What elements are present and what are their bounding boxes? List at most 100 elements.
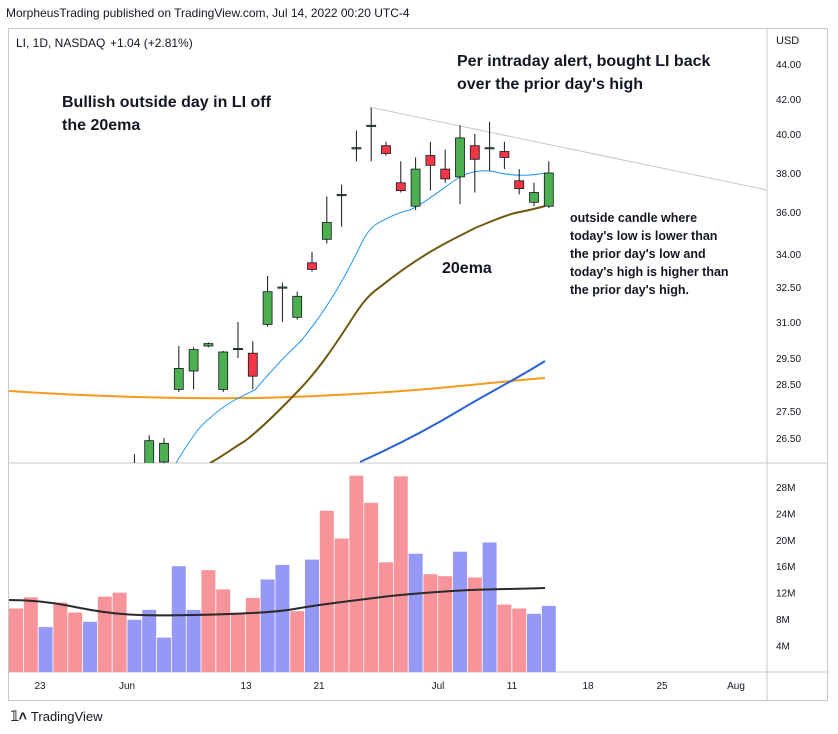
volume-bar xyxy=(9,608,23,672)
price-tick-label: 34.00 xyxy=(776,250,801,261)
volume-bar xyxy=(305,559,319,672)
volume-bar xyxy=(260,579,275,672)
volume-bar xyxy=(453,551,467,672)
time-tick-label: 18 xyxy=(582,681,594,692)
footer-brand: TradingView xyxy=(30,709,103,724)
candle-body xyxy=(351,147,362,150)
price-tick-label: 44.00 xyxy=(776,60,801,71)
volume-bar xyxy=(290,611,305,672)
tradingview-logo-icon: 𝟙˄ xyxy=(10,708,27,724)
price-tick-label: 32.50 xyxy=(776,283,801,294)
volume-bar xyxy=(53,602,68,672)
price-tick-label: 28.50 xyxy=(776,380,801,391)
legend-symbol-info: LI, 1D, NASDAQ xyxy=(16,36,105,50)
candle-body xyxy=(262,291,273,325)
candle-body xyxy=(218,351,229,390)
volume-bar xyxy=(68,612,83,672)
volume-bar xyxy=(245,598,260,672)
volume-bar xyxy=(527,613,541,672)
price-tick-label: 27.50 xyxy=(776,407,801,418)
volume-bar xyxy=(482,542,497,672)
volume-bar xyxy=(393,476,408,672)
volume-tick-label: 12M xyxy=(776,589,795,600)
time-tick-label: Jun xyxy=(119,681,135,692)
currency-label: USD xyxy=(776,35,799,47)
candle-body xyxy=(203,343,214,347)
volume-bar xyxy=(319,510,334,672)
volume-ma-line xyxy=(9,587,546,617)
time-tick-label: 25 xyxy=(656,681,668,692)
volume-bar xyxy=(201,570,216,672)
candle-body xyxy=(159,442,169,463)
time-tick-label: 21 xyxy=(313,681,325,692)
candle-body xyxy=(321,222,332,240)
candle-body xyxy=(425,155,436,166)
annotation-def-3: the prior day's low and xyxy=(570,247,706,261)
ema-short-line xyxy=(175,170,546,463)
volume-bar xyxy=(23,597,38,672)
volume-bar xyxy=(171,566,186,672)
time-tick-label: 11 xyxy=(507,681,518,692)
time-tick-label: 23 xyxy=(34,681,46,692)
volume-bar xyxy=(186,609,201,672)
candle-body xyxy=(410,168,421,207)
annotation-def-1: outside candle where xyxy=(570,211,697,225)
time-tick-label: Aug xyxy=(727,681,745,692)
price-tick-label: 38.00 xyxy=(776,169,801,180)
volume-bar xyxy=(97,596,112,672)
ema-20-line xyxy=(209,205,546,463)
volume-bar xyxy=(438,576,453,672)
volume-bar xyxy=(275,564,290,672)
volume-bar xyxy=(364,502,379,672)
chart-frame xyxy=(8,28,828,701)
annotation-def-5: the prior day's high. xyxy=(570,283,689,297)
volume-bar xyxy=(334,538,349,672)
candle-body xyxy=(499,151,510,158)
price-tick-label: 36.00 xyxy=(776,208,801,219)
candle-body xyxy=(514,180,525,190)
candle-body xyxy=(395,182,406,192)
ma-orange-line xyxy=(9,377,546,400)
annotation-outside-day-2: the 20ema xyxy=(62,117,140,134)
volume-bar xyxy=(231,612,245,672)
volume-tick-label: 28M xyxy=(776,483,795,494)
volume-tick-label: 24M xyxy=(776,509,795,520)
candle-body xyxy=(173,367,184,390)
candle-body xyxy=(292,295,303,318)
legend-change: +1.04 (+2.81%) xyxy=(110,36,193,50)
candle-body xyxy=(366,124,377,127)
publish-header: MorpheusTrading published on TradingView… xyxy=(6,6,410,20)
volume-bar xyxy=(379,562,393,672)
volume-bar xyxy=(408,553,423,672)
price-tick-label: 26.50 xyxy=(776,434,801,445)
volume-bar xyxy=(38,627,53,672)
volume-bar xyxy=(349,475,364,672)
candle-body xyxy=(130,467,139,480)
volume-tick-label: 16M xyxy=(776,562,795,573)
footer: 𝟙˄ TradingView xyxy=(10,708,102,725)
candle-body xyxy=(440,168,451,180)
annotation-20ema: 20ema xyxy=(442,260,492,277)
candle-body xyxy=(543,172,554,207)
volume-bar xyxy=(512,608,527,672)
volume-tick-label: 8M xyxy=(776,615,790,626)
candle-body xyxy=(469,145,480,160)
volume-bar xyxy=(83,621,97,672)
price-tick-label: 40.00 xyxy=(776,130,801,141)
candle-body xyxy=(247,352,258,377)
annotation-outside-day-1: Bullish outside day in LI off xyxy=(62,94,272,111)
candle-body xyxy=(233,347,243,350)
volume-bar xyxy=(423,574,438,672)
volume-tick-label: 4M xyxy=(776,642,790,653)
price-tick-label: 31.00 xyxy=(776,318,801,329)
time-tick-label: Jul xyxy=(432,681,445,692)
volume-bar xyxy=(497,604,512,672)
ma-blue-line xyxy=(359,360,546,463)
annotation-alert-2: over the prior day's high xyxy=(457,76,643,93)
volume-bar xyxy=(112,592,127,672)
volume-bar xyxy=(127,619,142,672)
volume-bar xyxy=(467,577,482,672)
volume-tick-label: 20M xyxy=(776,536,795,547)
candle-body xyxy=(336,194,347,197)
